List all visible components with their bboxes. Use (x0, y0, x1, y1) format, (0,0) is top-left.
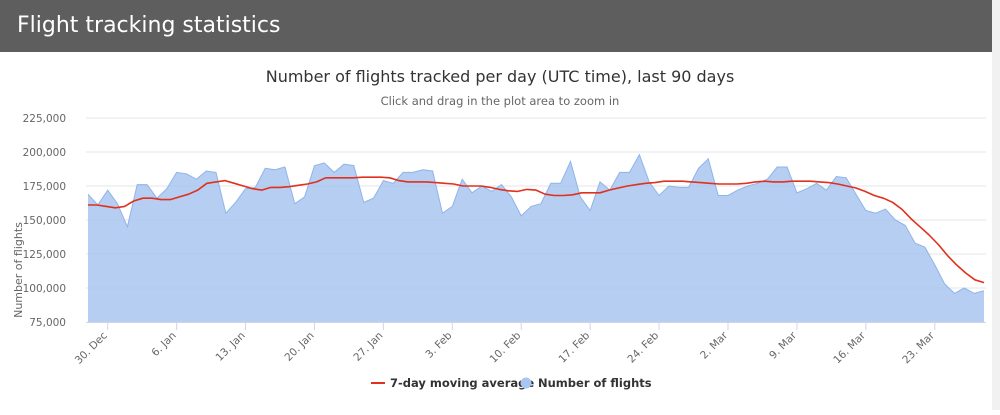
flights-chart[interactable]: Number of flights tracked per day (UTC t… (0, 52, 992, 410)
x-tick-label: 17. Feb (556, 329, 592, 365)
chart-subtitle: Click and drag in the plot area to zoom … (381, 94, 620, 108)
legend-item-number-of-flights[interactable]: Number of flights (520, 376, 652, 390)
page-title: Flight tracking statistics (17, 13, 281, 38)
y-tick-label: 125,000 (23, 249, 66, 261)
moving-average-line[interactable] (88, 176, 985, 284)
line-series[interactable] (88, 176, 985, 284)
x-axis: 30. Dec 6. Jan 13. Jan 20. Jan 27. Jan 3. Feb… (73, 322, 986, 367)
legend-item-moving-average[interactable]: 7-day moving average (371, 376, 534, 390)
y-tick-label: 200,000 (23, 147, 66, 159)
y-tick-label: 150,000 (23, 215, 66, 227)
legend[interactable]: 7-day moving average Number of flights (371, 376, 652, 390)
chart-title: Number of flights tracked per day (UTC t… (266, 67, 735, 86)
y-tick-label: 75,000 (29, 317, 66, 329)
x-tick-label: 24. Feb (625, 329, 661, 365)
app-header: Flight tracking statistics (0, 0, 992, 52)
x-tick-label: 23. Mar (900, 329, 937, 366)
x-tick-label: 6. Jan (149, 330, 178, 359)
chart-container[interactable]: Number of flights tracked per day (UTC t… (0, 52, 992, 410)
x-tick-label: 30. Dec (73, 329, 110, 366)
area-series[interactable] (87, 153, 985, 322)
legend-dot-swatch (520, 377, 532, 389)
y-axis-ticks: 75,000 100,000 125,000 150,000 175,000 200,00… (23, 113, 66, 329)
flights-area[interactable] (88, 154, 984, 322)
x-tick-label: 9. Mar (767, 329, 799, 361)
y-axis-label: Number of flights (12, 222, 25, 318)
x-tick-label: 16. Mar (831, 329, 868, 366)
legend-label-number-of-flights[interactable]: Number of flights (538, 376, 652, 390)
side-strip (992, 0, 1000, 410)
y-tick-label: 225,000 (23, 113, 66, 125)
y-tick-label: 100,000 (23, 283, 66, 295)
flights-area-outline (87, 153, 985, 295)
x-tick-label: 2. Mar (698, 329, 730, 361)
legend-label-moving-average[interactable]: 7-day moving average (390, 376, 534, 390)
x-tick-label: 27. Jan (351, 330, 385, 364)
x-tick-label: 3. Feb (423, 329, 454, 360)
x-tick-label: 20. Jan (282, 330, 316, 364)
x-tick-label: 10. Feb (488, 329, 524, 365)
y-tick-label: 175,000 (23, 181, 66, 193)
x-tick-label: 13. Jan (214, 330, 248, 364)
